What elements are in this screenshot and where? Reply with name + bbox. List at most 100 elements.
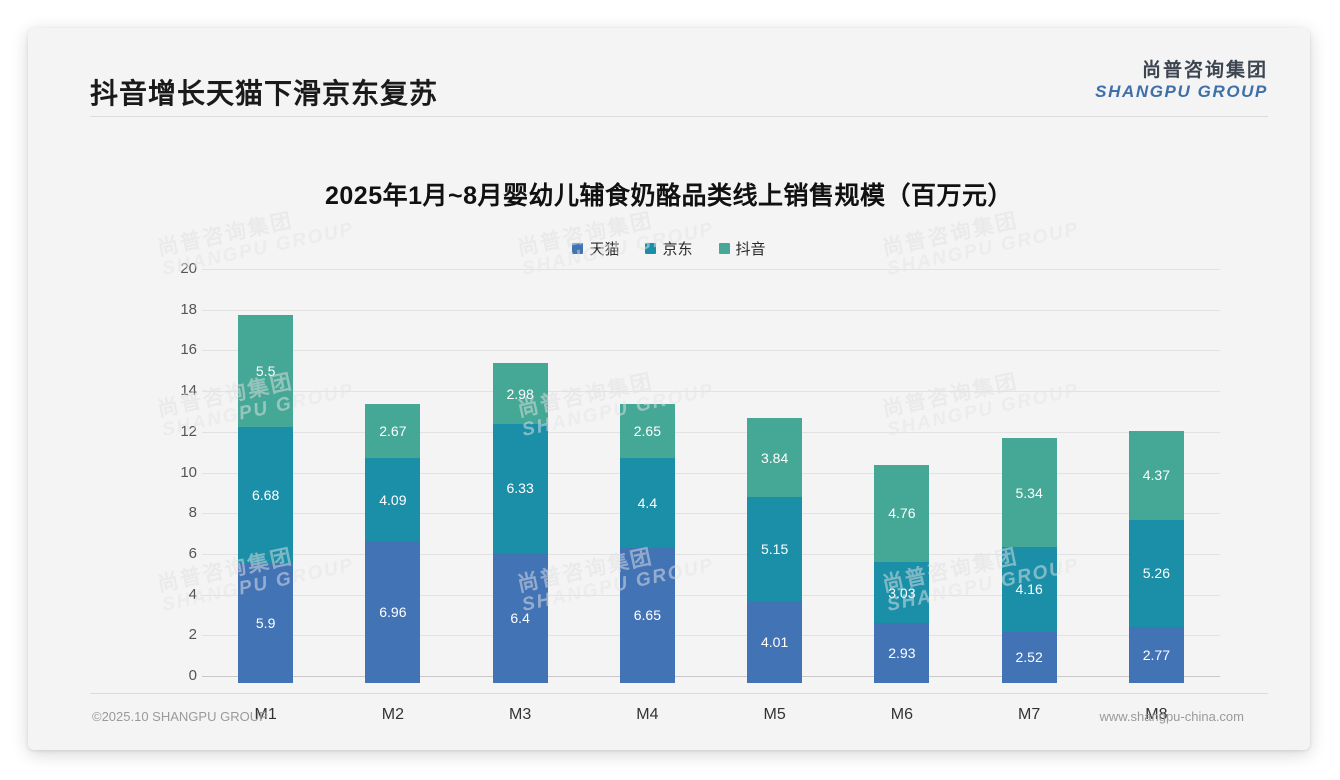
bar-segment-京东[interactable]: 5.15 [747, 496, 803, 602]
bar-group-M7[interactable]: 5.34 4.16 2.52 [1001, 276, 1057, 683]
bar-value-label: 4.09 [379, 491, 407, 508]
bar-segment-天猫[interactable]: 5.9 [238, 562, 294, 683]
bar-segment-京东[interactable]: 6.33 [492, 423, 548, 553]
bar-segment-天猫[interactable]: 2.93 [874, 623, 930, 683]
y-axis-tick: 4 [188, 585, 197, 603]
y-axis-tick: 2 [188, 626, 197, 644]
legend-item-天猫[interactable]: 天猫 [572, 238, 619, 259]
bar-value-label: 4.16 [1015, 581, 1043, 598]
legend-label: 京东 [662, 241, 693, 258]
bar-value-label: 2.52 [1015, 649, 1043, 666]
bar-segment-抖音[interactable]: 5.34 [1001, 438, 1057, 548]
bar-value-label: 6.65 [633, 607, 661, 624]
bar-group-M6[interactable]: 4.76 3.03 2.93 [874, 276, 930, 683]
bar-value-label: 2.65 [633, 423, 661, 440]
bar-value-label: 5.34 [1015, 484, 1043, 501]
grid-line [202, 513, 1220, 515]
grid-line [202, 676, 1220, 677]
legend-item-抖音[interactable]: 抖音 [718, 238, 766, 259]
bar-value-label: 5.26 [1142, 565, 1170, 582]
bar-group-M2[interactable]: 2.67 4.09 6.96 [365, 276, 421, 683]
bar-value-label: 2.67 [379, 422, 407, 439]
grid-line [202, 472, 1220, 474]
bar-segment-抖音[interactable]: 2.98 [492, 363, 548, 424]
bar-value-label: 3.03 [888, 584, 916, 601]
bar-value-label: 4.37 [1142, 467, 1170, 484]
x-axis-tick: M4 [636, 706, 659, 723]
grid-line [202, 431, 1220, 433]
bar-group-M8[interactable]: 4.37 5.26 2.77 [1128, 276, 1184, 683]
page-title: 抖音增长天猫下滑京东复苏 [90, 78, 439, 109]
bar-segment-京东[interactable]: 4.09 [365, 458, 421, 542]
bar-segment-天猫[interactable]: 6.4 [492, 552, 548, 683]
bar-segment-京东[interactable]: 3.03 [874, 561, 930, 624]
legend-swatch-icon [645, 243, 657, 254]
bar-group-M3[interactable]: 2.98 6.33 6.4 [492, 276, 548, 683]
y-axis-tick: 14 [180, 382, 197, 400]
bar-segment-京东[interactable]: 4.4 [619, 458, 675, 548]
bar-segment-京东[interactable]: 4.16 [1001, 547, 1057, 632]
bar-segment-京东[interactable]: 6.68 [238, 427, 294, 563]
footer-divider [90, 693, 1268, 694]
bar-segment-京东[interactable]: 5.26 [1128, 519, 1184, 627]
grid-line [202, 391, 1220, 393]
legend-item-京东[interactable]: 京东 [645, 238, 693, 259]
grid-line [202, 594, 1220, 596]
slide-header: 抖音增长天猫下滑京东复苏 尚普咨询集团 SHANGPU GROUP [28, 28, 1310, 118]
bar-segment-天猫[interactable]: 4.01 [747, 601, 803, 683]
header-divider [90, 116, 1268, 117]
bar-segment-抖音[interactable]: 2.67 [365, 403, 421, 459]
bar-segment-天猫[interactable]: 2.52 [1001, 631, 1057, 683]
grid-line [202, 635, 1220, 637]
logo-text-cn: 尚普咨询集团 [1141, 60, 1268, 81]
bar-value-label: 4.76 [888, 505, 916, 522]
slide-card: 抖音增长天猫下滑京东复苏 尚普咨询集团 SHANGPU GROUP 2025年1… [28, 28, 1310, 750]
bar-value-label: 5.9 [255, 614, 276, 631]
x-axis-tick: M1 [254, 706, 277, 723]
chart-plot-area: 20 18 16 14 12 10 8 6 4 2 0 5.5 6.68 5.9 2.67 4.09 6.96… [173, 256, 1220, 696]
grid-line [202, 553, 1220, 555]
grid-line [202, 309, 1220, 311]
chart-legend: 天猫 京东 抖音 [28, 238, 1310, 259]
bar-segment-天猫[interactable]: 6.65 [619, 547, 675, 683]
bar-value-label: 2.93 [888, 645, 916, 662]
bar-value-label: 5.15 [761, 541, 789, 557]
bar-group-M1[interactable]: 5.5 6.68 5.9 [238, 276, 294, 683]
x-axis-labels: M1 M2 M3 M4 M5 M6 M7 M8 [202, 706, 1220, 724]
bar-value-label: 4.4 [637, 494, 658, 511]
bar-value-label: 2.77 [1142, 646, 1170, 663]
bar-group-M5[interactable]: 3.84 5.15 4.01 [747, 276, 803, 683]
x-axis-tick: M8 [1145, 706, 1168, 723]
bar-group-M4[interactable]: 2.65 4.4 6.65 [619, 276, 675, 683]
bar-value-label: 6.4 [510, 609, 530, 626]
x-axis-tick: M7 [1018, 706, 1041, 723]
bar-value-label: 3.84 [761, 449, 789, 466]
bar-segment-抖音[interactable]: 5.5 [238, 315, 294, 427]
brand-logo: 尚普咨询集团 SHANGPU GROUP [1095, 60, 1268, 101]
legend-label: 抖音 [735, 241, 766, 258]
grid-line [202, 269, 1220, 270]
x-axis-tick: M6 [890, 706, 913, 723]
bar-segment-天猫[interactable]: 6.96 [365, 541, 421, 683]
bar-segment-抖音[interactable]: 3.84 [747, 418, 803, 497]
bar-segment-抖音[interactable]: 2.65 [619, 404, 675, 459]
bar-segment-天猫[interactable]: 2.77 [1128, 626, 1184, 683]
y-axis-tick: 18 [180, 300, 197, 318]
x-axis-tick: M5 [763, 706, 786, 723]
y-axis-tick: 6 [188, 544, 197, 562]
grid-line [202, 350, 1220, 352]
y-axis-tick: 8 [188, 504, 197, 522]
legend-swatch-icon [572, 243, 584, 254]
y-axis-tick: 20 [180, 260, 197, 277]
bar-value-label: 6.33 [506, 480, 534, 497]
legend-label: 天猫 [589, 241, 620, 258]
bar-segment-抖音[interactable]: 4.37 [1128, 430, 1184, 520]
bar-value-label: 6.68 [252, 486, 280, 503]
x-axis-tick: M2 [381, 706, 404, 723]
bar-value-label: 2.98 [506, 385, 534, 402]
y-axis-tick: 10 [180, 463, 197, 481]
y-axis-tick: 16 [180, 341, 197, 359]
bar-value-label: 5.5 [255, 363, 276, 380]
footer-website: www.shangpu-china.com [1099, 709, 1244, 724]
bar-segment-抖音[interactable]: 4.76 [874, 464, 930, 562]
